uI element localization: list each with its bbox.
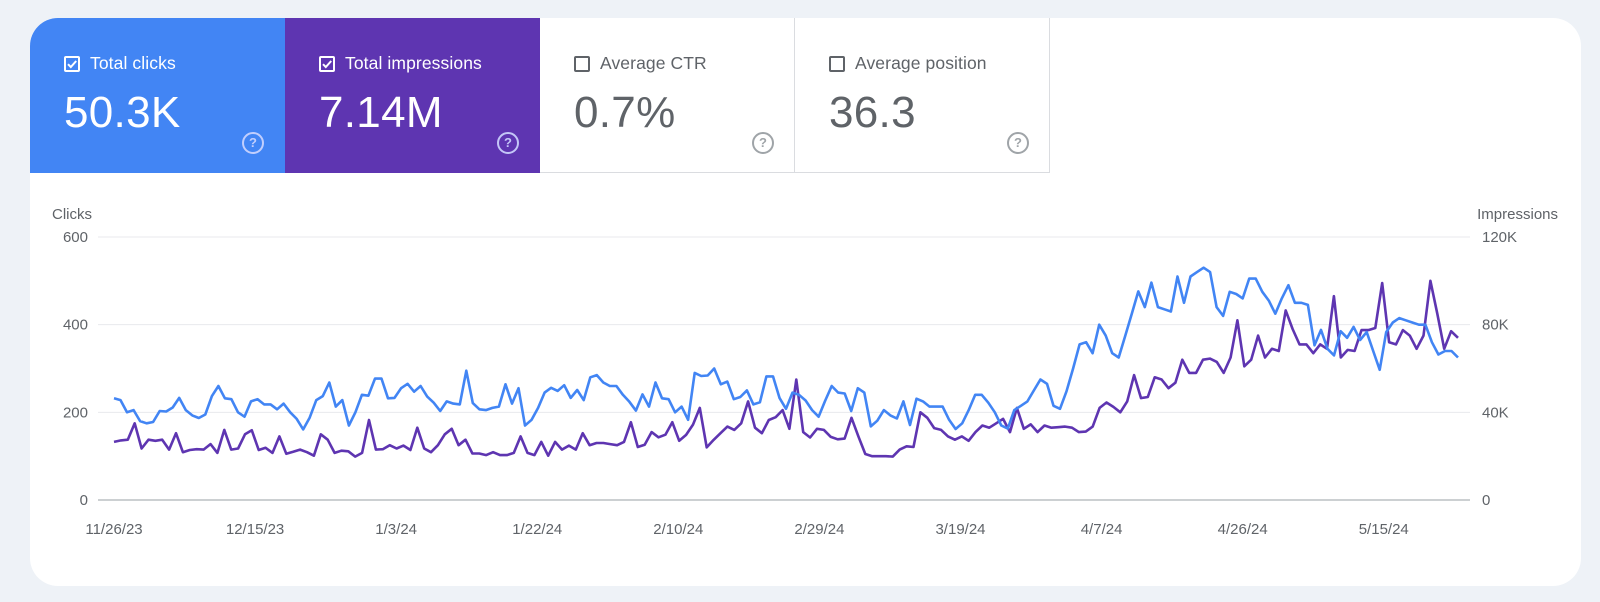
checkbox-checked-icon[interactable] <box>319 55 335 72</box>
metric-average-position[interactable]: Average position 36.3 ? <box>795 18 1050 173</box>
left-tick-label: 200 <box>63 404 88 421</box>
metric-tabs: Total clicks 50.3K ? Total impressions 7… <box>30 18 1050 173</box>
checkbox-unchecked-icon[interactable] <box>829 55 845 72</box>
series-line-total-clicks <box>113 266 1459 431</box>
metric-total-clicks[interactable]: Total clicks 50.3K ? <box>30 18 285 173</box>
x-tick-label: 4/26/24 <box>1218 521 1268 538</box>
help-icon[interactable]: ? <box>752 132 774 154</box>
performance-chart[interactable]: Clicks Impressions 0 200 400 600 0 40K 80K 120… <box>30 18 1581 586</box>
x-tick-label: 2/10/24 <box>653 521 703 538</box>
left-tick-label: 0 <box>80 492 88 509</box>
metric-label: Average position <box>855 53 987 73</box>
checkbox-checked-icon[interactable] <box>64 55 80 72</box>
metric-label: Total impressions <box>345 53 482 73</box>
series-lines <box>113 266 1459 458</box>
right-axis-ticks: 0 40K 80K 120K <box>1482 229 1517 509</box>
x-tick-label: 5/15/24 <box>1359 521 1409 538</box>
metric-value: 50.3K <box>64 88 181 137</box>
metric-total-impressions[interactable]: Total impressions 7.14M ? <box>285 18 540 173</box>
metric-label: Average CTR <box>600 53 707 73</box>
checkbox-unchecked-icon[interactable] <box>574 55 590 72</box>
metric-label: Total clicks <box>90 53 176 73</box>
x-tick-label: 2/29/24 <box>794 521 844 538</box>
help-icon[interactable]: ? <box>497 132 519 154</box>
left-axis-title: Clicks <box>52 206 92 223</box>
right-tick-label: 80K <box>1482 317 1509 334</box>
x-tick-label: 11/26/23 <box>85 521 142 538</box>
right-tick-label: 40K <box>1482 404 1509 421</box>
x-tick-label: 12/15/23 <box>226 521 284 538</box>
metric-value: 7.14M <box>319 88 443 137</box>
series-line-total-impressions <box>113 279 1459 458</box>
right-tick-label: 0 <box>1482 492 1490 509</box>
left-axis-ticks: 0 200 400 600 <box>63 229 88 509</box>
left-tick-label: 600 <box>63 229 88 246</box>
gridlines <box>98 236 1470 501</box>
right-tick-label: 120K <box>1482 229 1517 246</box>
help-icon[interactable]: ? <box>242 132 264 154</box>
x-tick-label: 3/19/24 <box>935 521 985 538</box>
x-tick-label: 4/7/24 <box>1081 521 1123 538</box>
metric-average-ctr[interactable]: Average CTR 0.7% ? <box>540 18 795 173</box>
x-tick-label: 1/22/24 <box>512 521 562 538</box>
metric-value: 0.7% <box>574 88 676 137</box>
performance-card: Total clicks 50.3K ? Total impressions 7… <box>30 18 1581 586</box>
left-tick-label: 400 <box>63 317 88 334</box>
help-icon[interactable]: ? <box>1007 132 1029 154</box>
x-axis-ticks: 11/26/23 12/15/23 1/3/24 1/22/24 2/10/24 2/29… <box>85 521 1408 538</box>
right-axis-title: Impressions <box>1477 206 1558 223</box>
metric-value: 36.3 <box>829 88 916 137</box>
x-tick-label: 1/3/24 <box>375 521 417 538</box>
